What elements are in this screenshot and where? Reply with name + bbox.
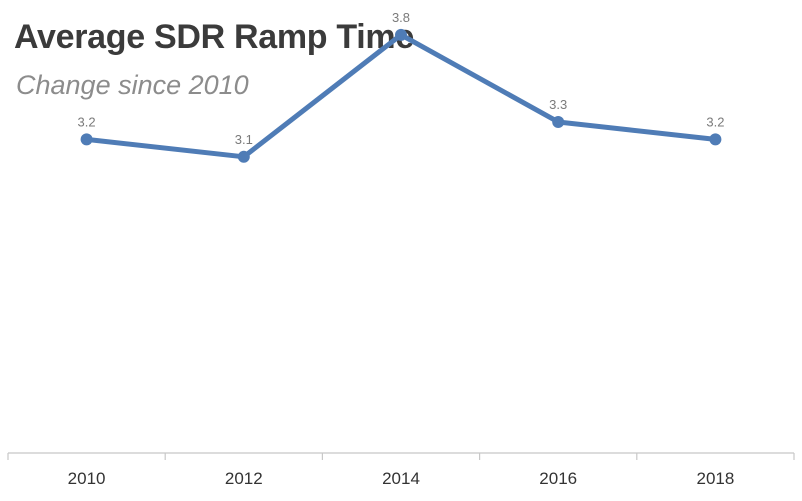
chart-title: Average SDR Ramp Time: [14, 18, 414, 56]
x-tick-label-2012: 2012: [225, 469, 263, 488]
data-label-2016: 3.3: [549, 97, 567, 112]
data-point-2012: [237, 150, 250, 163]
x-axis-tick-marks: [7, 453, 795, 460]
data-points: [80, 28, 722, 163]
series-layer: [84, 32, 718, 160]
data-point-2010: [80, 133, 93, 146]
data-labels: 3.2 3.1 3.8 3.3 3.2: [78, 10, 725, 147]
x-tick-label-2018: 2018: [696, 469, 734, 488]
data-label-2012: 3.1: [235, 132, 253, 147]
x-tick-label-2016: 2016: [539, 469, 577, 488]
data-point-2018: [709, 133, 722, 146]
x-tick-label-2010: 2010: [68, 469, 106, 488]
data-label-2010: 3.2: [78, 114, 96, 129]
chart-subtitle: Change since 2010: [16, 70, 249, 100]
data-label-2018: 3.2: [706, 114, 724, 129]
data-point-2016: [552, 115, 565, 128]
data-label-2014: 3.8: [392, 10, 410, 25]
series-line: [84, 32, 718, 160]
data-point-2014: [395, 28, 407, 41]
x-tick-label-2014: 2014: [382, 469, 420, 488]
x-axis-tick-labels: 2010 2012 2014 2016 2018: [68, 469, 735, 488]
